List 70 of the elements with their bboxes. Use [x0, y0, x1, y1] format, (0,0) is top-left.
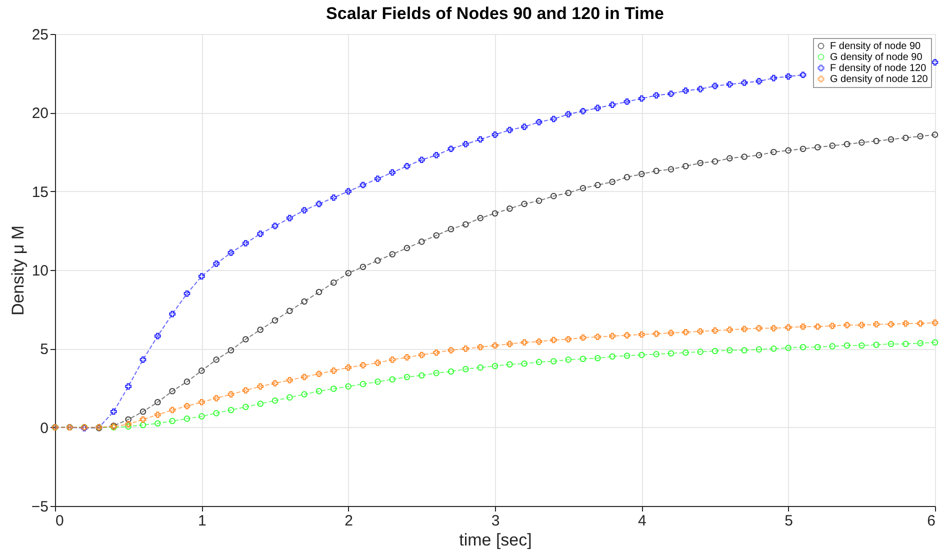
point	[433, 152, 440, 158]
point	[536, 118, 542, 126]
point	[228, 250, 234, 256]
legend-label: F density of node 90	[830, 41, 922, 52]
x-tick-label: 0	[56, 512, 64, 530]
point	[492, 132, 498, 138]
point	[140, 356, 146, 363]
point	[594, 104, 601, 112]
point	[638, 95, 645, 102]
point	[932, 59, 938, 66]
point	[668, 90, 674, 97]
point	[374, 176, 381, 182]
point	[462, 140, 469, 148]
point	[257, 230, 264, 237]
point	[272, 222, 278, 230]
point	[800, 72, 806, 78]
point	[448, 146, 454, 152]
point	[521, 124, 528, 130]
point	[697, 86, 704, 92]
point	[770, 74, 777, 82]
point	[624, 98, 630, 105]
point	[506, 126, 513, 134]
point	[712, 82, 718, 90]
point	[565, 111, 572, 118]
y-tick-label: 5	[40, 341, 48, 358]
point	[330, 194, 337, 201]
point	[213, 260, 220, 267]
point	[242, 240, 249, 246]
y-tick-label: 25	[32, 26, 48, 44]
point	[301, 207, 308, 214]
point	[726, 81, 733, 88]
y-tick-label: 20	[32, 105, 48, 122]
x-tick-label: 1	[198, 512, 206, 530]
x-tick-label: 3	[491, 512, 500, 530]
point	[198, 273, 205, 280]
point	[550, 116, 557, 122]
x-tick-label: 4	[638, 512, 646, 530]
point	[154, 332, 161, 340]
y-tick-label: −5	[31, 498, 48, 516]
point	[418, 156, 425, 164]
point	[345, 188, 352, 194]
chart-title: Scalar Fields of Nodes 90 and 120 in Time	[326, 4, 664, 23]
point	[653, 92, 660, 99]
point	[756, 78, 762, 84]
point	[580, 108, 586, 114]
point	[125, 383, 132, 390]
x-tick-label: 2	[344, 512, 354, 530]
point	[286, 214, 293, 222]
point	[609, 102, 616, 108]
y-axis-title: Density μ M	[8, 225, 28, 316]
point	[404, 163, 410, 170]
x-tick-label: 6	[927, 512, 936, 530]
x-axis-title: time [sec]	[459, 530, 532, 550]
x-tick-label: 5	[784, 512, 794, 530]
y-tick-label: 10	[32, 262, 48, 280]
point	[360, 182, 366, 188]
legend-label: G density of node 120	[830, 74, 928, 85]
point	[169, 310, 176, 318]
y-tick-label: 15	[32, 184, 48, 201]
legend-label: G density of node 90	[830, 52, 923, 63]
point	[184, 290, 190, 297]
point	[477, 136, 484, 143]
point	[741, 80, 748, 86]
point	[110, 408, 117, 415]
legend-label: F density of node 120	[830, 63, 927, 74]
point	[389, 169, 396, 176]
y-tick-label: 0	[40, 420, 48, 437]
point	[785, 73, 792, 80]
point	[682, 87, 689, 94]
point	[316, 200, 322, 208]
